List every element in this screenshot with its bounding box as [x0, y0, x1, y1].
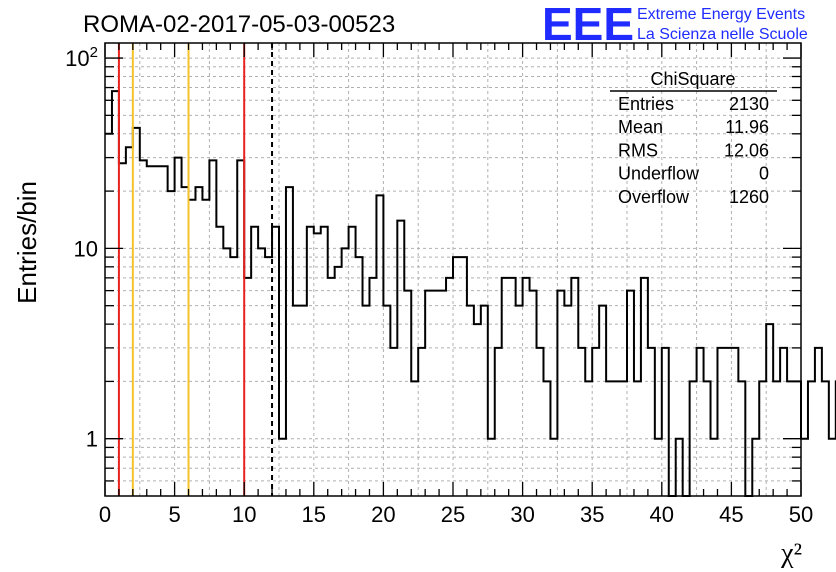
- y-tick-label: 1: [86, 427, 98, 452]
- x-tick-label: 40: [650, 502, 674, 527]
- y-axis-title: Entries/bin: [12, 181, 42, 304]
- logo-subtitle-line1: Extreme Energy Events: [637, 6, 805, 23]
- y-axis: 1 10 102: [65, 44, 801, 482]
- stats-label: Mean: [618, 117, 663, 137]
- histogram-outline: [105, 90, 836, 497]
- x-tick-label: 10: [232, 502, 256, 527]
- stats-label: Underflow: [618, 164, 700, 184]
- x-tick-label: 45: [719, 502, 743, 527]
- run-title: ROMA-02-2017-05-03-00523: [83, 11, 395, 38]
- x-tick-label: 5: [168, 502, 180, 527]
- x-tick-label: 25: [441, 502, 465, 527]
- x-tick-label: 35: [580, 502, 604, 527]
- stats-title: ChiSquare: [650, 69, 735, 89]
- stats-value: 0: [759, 164, 769, 184]
- x-tick-label: 50: [789, 502, 813, 527]
- x-tick-label: 20: [371, 502, 395, 527]
- eee-logo: EEE: [542, 0, 634, 50]
- x-tick-label: 0: [99, 502, 111, 527]
- x-axis: 0 5 10 15 20 25 30 35 40 45 50: [99, 43, 813, 527]
- x-tick-label: 15: [302, 502, 326, 527]
- y-tick-label: 102: [65, 44, 98, 71]
- stats-label: RMS: [618, 140, 658, 160]
- stats-label: Overflow: [618, 187, 690, 207]
- stats-value: 11.96: [725, 117, 769, 137]
- stats-label: Entries: [618, 94, 674, 114]
- stats-box: ChiSquare Entries 2130 Mean 11.96 RMS 12.06 Un…: [610, 69, 777, 207]
- y-tick-label: 10: [74, 236, 98, 261]
- x-axis-title: χ²: [780, 538, 802, 569]
- logo-subtitle-line2: La Scienza nelle Scuole: [637, 26, 808, 43]
- stats-value: 2130: [729, 94, 769, 114]
- stats-value: 12.06: [724, 140, 769, 160]
- x-tick-label: 30: [510, 502, 534, 527]
- stats-value: 1260: [729, 187, 769, 207]
- reference-lines: [117, 43, 274, 496]
